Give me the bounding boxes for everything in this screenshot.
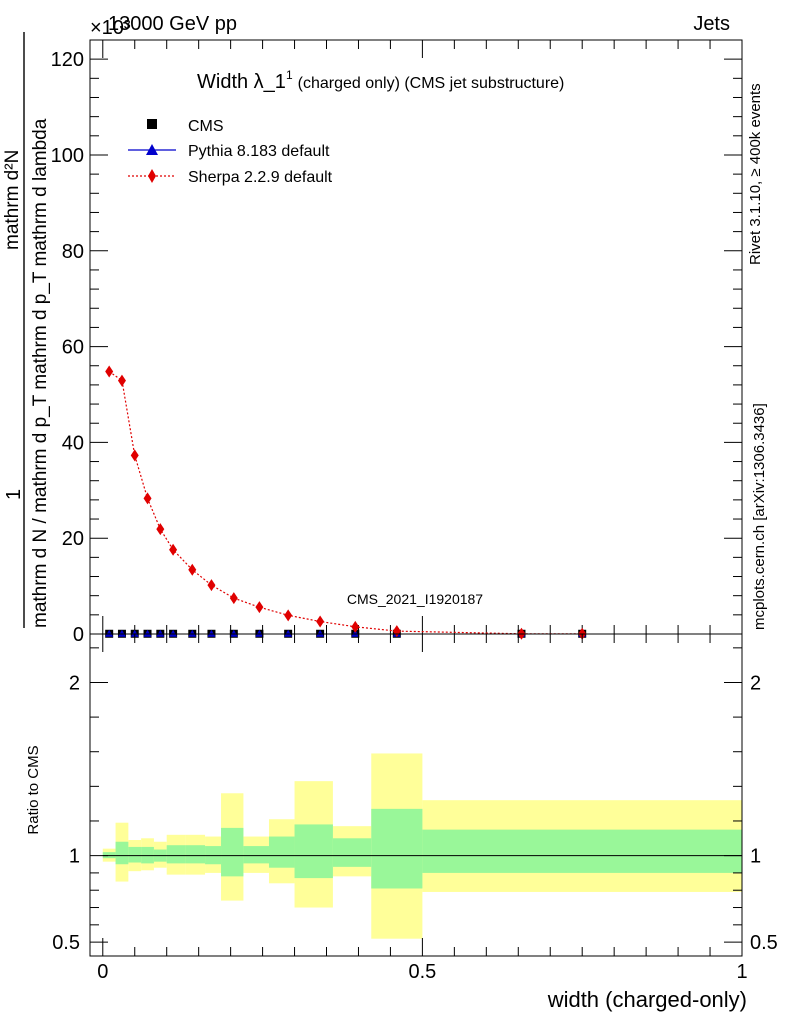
pythia-point	[351, 629, 360, 637]
ratio-stat-band	[332, 838, 372, 867]
main-y-label: 1 mathrm d N / mathrm d p_T mathrm d p_T…	[2, 32, 51, 628]
ratio-ytick-label-right: 2	[750, 672, 761, 694]
ratio-bands	[102, 753, 742, 939]
sherpa-line	[108, 371, 583, 635]
sherpa-point	[284, 609, 293, 622]
ratio-ytick-label-right: 1	[750, 846, 761, 868]
ratio-stat-band	[422, 829, 742, 873]
ratio-stat-band	[268, 836, 295, 868]
ratio-xtick-label: 1	[736, 961, 747, 983]
ratio-xtick-label: 0	[97, 961, 108, 983]
sherpa-point	[229, 592, 238, 605]
ratio-stat-band	[128, 846, 142, 863]
energy-label: 13000 GeV pp	[108, 13, 237, 35]
pythia-point	[156, 629, 165, 637]
sherpa-point	[130, 449, 139, 462]
sherpa-point	[188, 563, 197, 576]
pythia-point	[207, 629, 216, 637]
main-ytick-label: 0	[73, 624, 84, 646]
ratio-stat-band	[221, 827, 244, 877]
main-ytick-label: 120	[51, 49, 84, 71]
pythia-point	[188, 629, 197, 637]
ratio-ytick-label: 1	[69, 846, 80, 868]
main-ytick-label: 80	[62, 241, 84, 263]
y-label-top: mathrm d²N	[2, 150, 23, 250]
pythia-point	[143, 629, 152, 637]
sherpa-point	[117, 374, 126, 387]
main-series	[105, 365, 587, 640]
plot-subtitle: (charged only) (CMS jet substructure)	[298, 75, 565, 92]
legend-marker-cms	[147, 119, 157, 129]
ratio-plot: 0.5 0.51 12 2 0 0.5 1 Ratio to CMS width (cha…	[25, 633, 778, 1012]
analysis-id: CMS_2021_I1920187	[347, 591, 483, 607]
sherpa-point	[169, 543, 178, 556]
pythia-point	[105, 629, 114, 637]
sherpa-point	[316, 615, 325, 628]
legend-label-sherpa: Sherpa 2.2.9 default	[188, 169, 333, 186]
sherpa-point	[207, 579, 216, 592]
sherpa-point	[255, 601, 264, 614]
ratio-ytick-label: 2	[69, 672, 80, 694]
scale-exponent: ×10³	[90, 17, 131, 39]
sherpa-point	[143, 492, 152, 505]
main-plot: 0 20 40 60 80 100 120 1 mathrm d N / mathrm d …	[2, 32, 743, 646]
sherpa-point	[351, 620, 360, 633]
pythia-point	[169, 629, 178, 637]
x-axis-label: width (charged-only)	[547, 987, 747, 1012]
ratio-stat-band	[294, 824, 333, 879]
main-ytick-label: 40	[62, 432, 84, 454]
sherpa-point	[156, 523, 165, 536]
ratio-stat-band	[371, 808, 423, 889]
pythia-point	[130, 629, 139, 637]
plot-title-main: Width λ_1	[197, 71, 286, 93]
mcplots-label: mcplots.cern.ch [arXiv:1306.3436]	[751, 403, 768, 630]
pythia-point	[229, 629, 238, 637]
main-ytick-label: 20	[62, 528, 84, 550]
ratio-xtick-label: 0.5	[408, 961, 436, 983]
plot-title-sup: 1	[286, 68, 293, 82]
legend: CMS Pythia 8.183 default Sherpa 2.2.9 de…	[128, 118, 333, 186]
ratio-ytick-label: 0.5	[52, 932, 80, 954]
pythia-point	[117, 629, 126, 637]
legend-marker-pythia	[146, 144, 158, 155]
ratio-x-axis: 0 0.5 1	[97, 634, 748, 983]
ratio-y-label: Ratio to CMS	[25, 745, 42, 834]
main-y-axis: 0 20 40 60 80 100 120	[51, 49, 742, 646]
legend-marker-sherpa	[148, 169, 156, 183]
pythia-point	[316, 629, 325, 637]
rivet-label: Rivet 3.1.10, ≥ 400k events	[747, 83, 764, 265]
plot-title: Width λ_11 (charged only) (CMS jet substr…	[197, 68, 564, 93]
y-label-denominator: mathrm d N / mathrm d p_T mathrm d p_T m…	[30, 118, 51, 628]
ratio-stat-band	[115, 841, 129, 865]
legend-label-cms: CMS	[188, 118, 224, 135]
ratio-y-axis: 0.5 0.5 1 1 2 2	[52, 647, 778, 954]
pythia-point	[284, 629, 293, 637]
main-ytick-label: 60	[62, 337, 84, 359]
sherpa-point	[105, 365, 114, 378]
legend-label-pythia: Pythia 8.183 default	[188, 143, 330, 160]
y-label-numerator: 1	[3, 489, 25, 500]
ratio-stat-band	[243, 846, 269, 864]
pythia-point	[255, 629, 264, 637]
ratio-ytick-label-right: 0.5	[750, 932, 778, 954]
ratio-plot-frame	[89, 633, 743, 957]
ratio-stat-band	[166, 845, 186, 864]
category-label: Jets	[693, 13, 730, 35]
ratio-stat-band	[185, 845, 206, 864]
main-x-axis	[102, 40, 743, 634]
main-ytick-label: 100	[51, 145, 84, 167]
